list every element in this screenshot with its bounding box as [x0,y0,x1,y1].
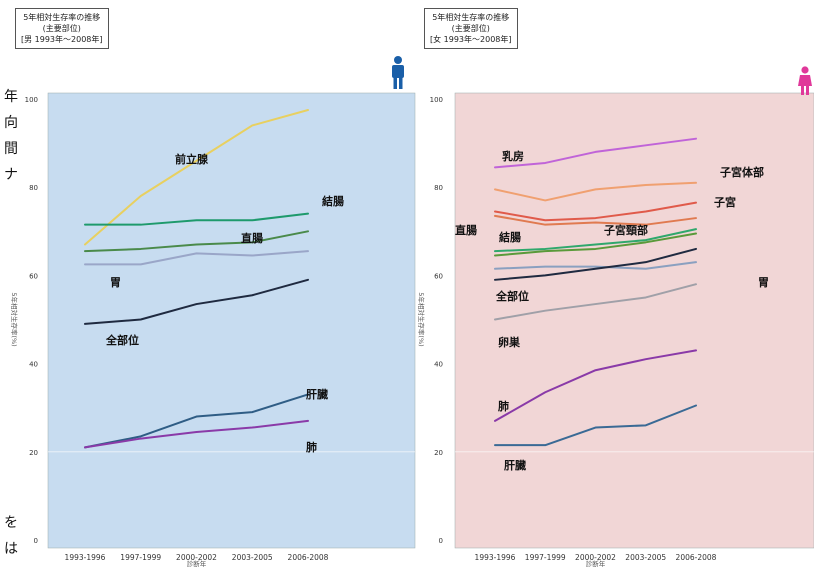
x-tick-label: 1993-1996 [65,553,106,562]
x-tick-label: 1997-1999 [525,553,566,562]
y-tick-label: 40 [29,361,38,369]
series-label: 前立腺 [175,152,209,166]
plot-background [47,92,416,549]
series-label: 肝臓 [306,387,328,401]
x-tick-label: 2006-2008 [288,553,329,562]
x-tick-label: 2000-2002 [575,553,616,562]
y-tick-label: 80 [29,184,38,192]
series-label: 結腸 [322,194,344,208]
male-title-line-2: (主要部位) [42,24,81,33]
y-tick-label: 20 [29,449,38,457]
series-label: 胃 [110,276,121,289]
y-axis-label: 5年相対生存率(%) [417,292,426,346]
side-char: を [4,515,18,531]
male-title-line-3: [男 1993年〜2008年] [21,35,103,44]
x-tick-label: 2003-2005 [232,553,273,562]
y-axis-label: 5年相対生存率(%) [10,292,19,346]
x-tick-label: 1993-1996 [475,553,516,562]
series-label: 肺 [498,399,509,413]
y-tick-label: 100 [25,96,38,104]
y-tick-label: 40 [434,361,443,369]
female-person-icon [798,66,812,95]
female-title-line-3: [女 1993年〜2008年] [430,35,512,44]
male-person-icon [392,56,404,89]
series-label: 子宮 [714,195,736,209]
series-label: 肝臓 [504,458,526,472]
side-char: 間 [4,141,18,157]
y-tick-label: 20 [434,449,443,457]
x-tick-label: 2003-2005 [625,553,666,562]
female-chart-group: 0 20 40 60 80 100 1993-1996 1997-1999 2000-2002 2… [417,92,814,568]
plot-background [454,92,814,549]
series-label: 子宮体部 [720,165,764,179]
female-title-line-2: (主要部位) [451,24,490,33]
side-text-column: 年 向 間 ナ [4,84,18,188]
side-text-bottom: を は [4,510,18,562]
series-label: 全部位 [105,333,139,347]
y-tick-label: 0 [34,537,38,545]
side-char: 向 [4,115,18,131]
x-tick-label: 1997-1999 [120,553,161,562]
series-label: 乳房 [502,149,524,163]
male-title-box: 5年相対生存率の推移 (主要部位) [男 1993年〜2008年] [15,8,109,49]
series-label: 直腸 [455,223,477,237]
male-chart-group: 0 20 40 60 80 100 1993-1996 1997-1999 2000-2002 2… [10,92,416,568]
series-label: 卵巣 [498,335,521,349]
y-tick-label: 80 [434,184,443,192]
series-label: 肺 [306,440,317,454]
x-tick-label: 2000-2002 [176,553,217,562]
side-char: 年 [4,89,18,105]
y-tick-label: 60 [434,272,443,280]
series-label: 子宮頸部 [604,223,648,237]
x-tick-label: 2006-2008 [676,553,717,562]
y-tick-label: 100 [430,96,443,104]
x-axis-label: 診断年 [187,559,207,568]
male-title-line-1: 5年相対生存率の推移 [23,13,101,22]
series-label: 全部位 [495,289,529,303]
series-label: 胃 [758,276,769,289]
side-char: は [4,541,18,557]
series-label: 結腸 [499,230,521,244]
x-axis-label: 診断年 [586,559,606,568]
y-tick-label: 60 [29,272,38,280]
y-tick-label: 0 [439,537,443,545]
series-label: 直腸 [241,231,263,245]
female-title-line-1: 5年相対生存率の推移 [432,13,510,22]
female-title-box: 5年相対生存率の推移 (主要部位) [女 1993年〜2008年] [424,8,518,49]
side-char: ナ [4,167,18,183]
